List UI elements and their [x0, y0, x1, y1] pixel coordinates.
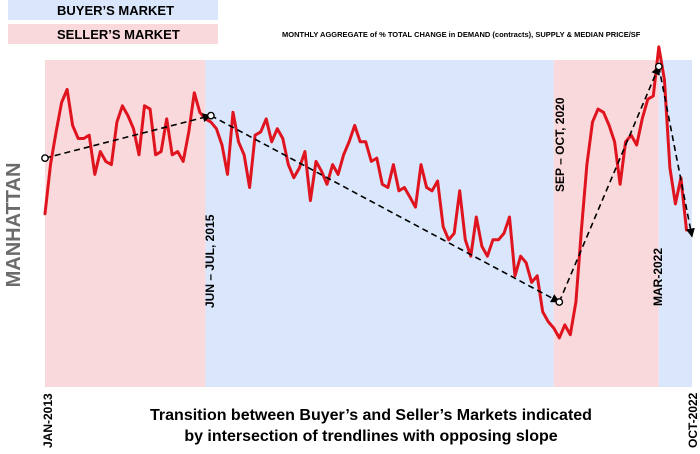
caption-line-1: Transition between Buyer’s and Seller’s …	[150, 407, 592, 424]
regime-bands	[45, 60, 692, 387]
legend-buyers-swatch	[8, 0, 218, 20]
legend-sellers-swatch	[8, 24, 218, 44]
legend: BUYER’S MARKET SELLER’S MARKET	[8, 0, 218, 44]
legend-sellers-label: SELLER’S MARKET	[57, 27, 180, 42]
regime-band-seller-2	[553, 60, 659, 387]
x-tick-label-start: JAN-2013	[41, 393, 55, 448]
trendline-vertex-3	[654, 62, 663, 71]
y-axis-label: MANHATTAN	[3, 163, 25, 288]
annotation-jun-jul-2015: JUN – JUL, 2015	[203, 214, 217, 308]
trendline-segment-4	[658, 66, 695, 238]
annotation-mar-2022: MAR-2022	[651, 248, 665, 306]
x-tick-label-end: OCT-2022	[686, 392, 700, 448]
caption-line-2: by intersection of trendlines with oppos…	[184, 428, 557, 445]
trendline-vertex-0	[41, 154, 49, 163]
trendline-segment-3	[558, 65, 660, 303]
chart-subtitle: MONTHLY AGGREGATE of % TOTAL CHANGE in D…	[282, 30, 641, 39]
trendline-vertex-1	[206, 111, 215, 120]
plot-area	[41, 45, 695, 387]
trendlines	[41, 62, 695, 306]
trendline-segment-1	[44, 113, 212, 159]
regime-band-buyer-1	[205, 60, 554, 387]
legend-buyers-label: BUYER’S MARKET	[57, 3, 174, 18]
trendline-vertex-2	[555, 298, 564, 306]
annotation-sep-oct-2020: SEP – OCT, 2020	[553, 97, 567, 192]
trendline-segment-2	[210, 114, 561, 303]
